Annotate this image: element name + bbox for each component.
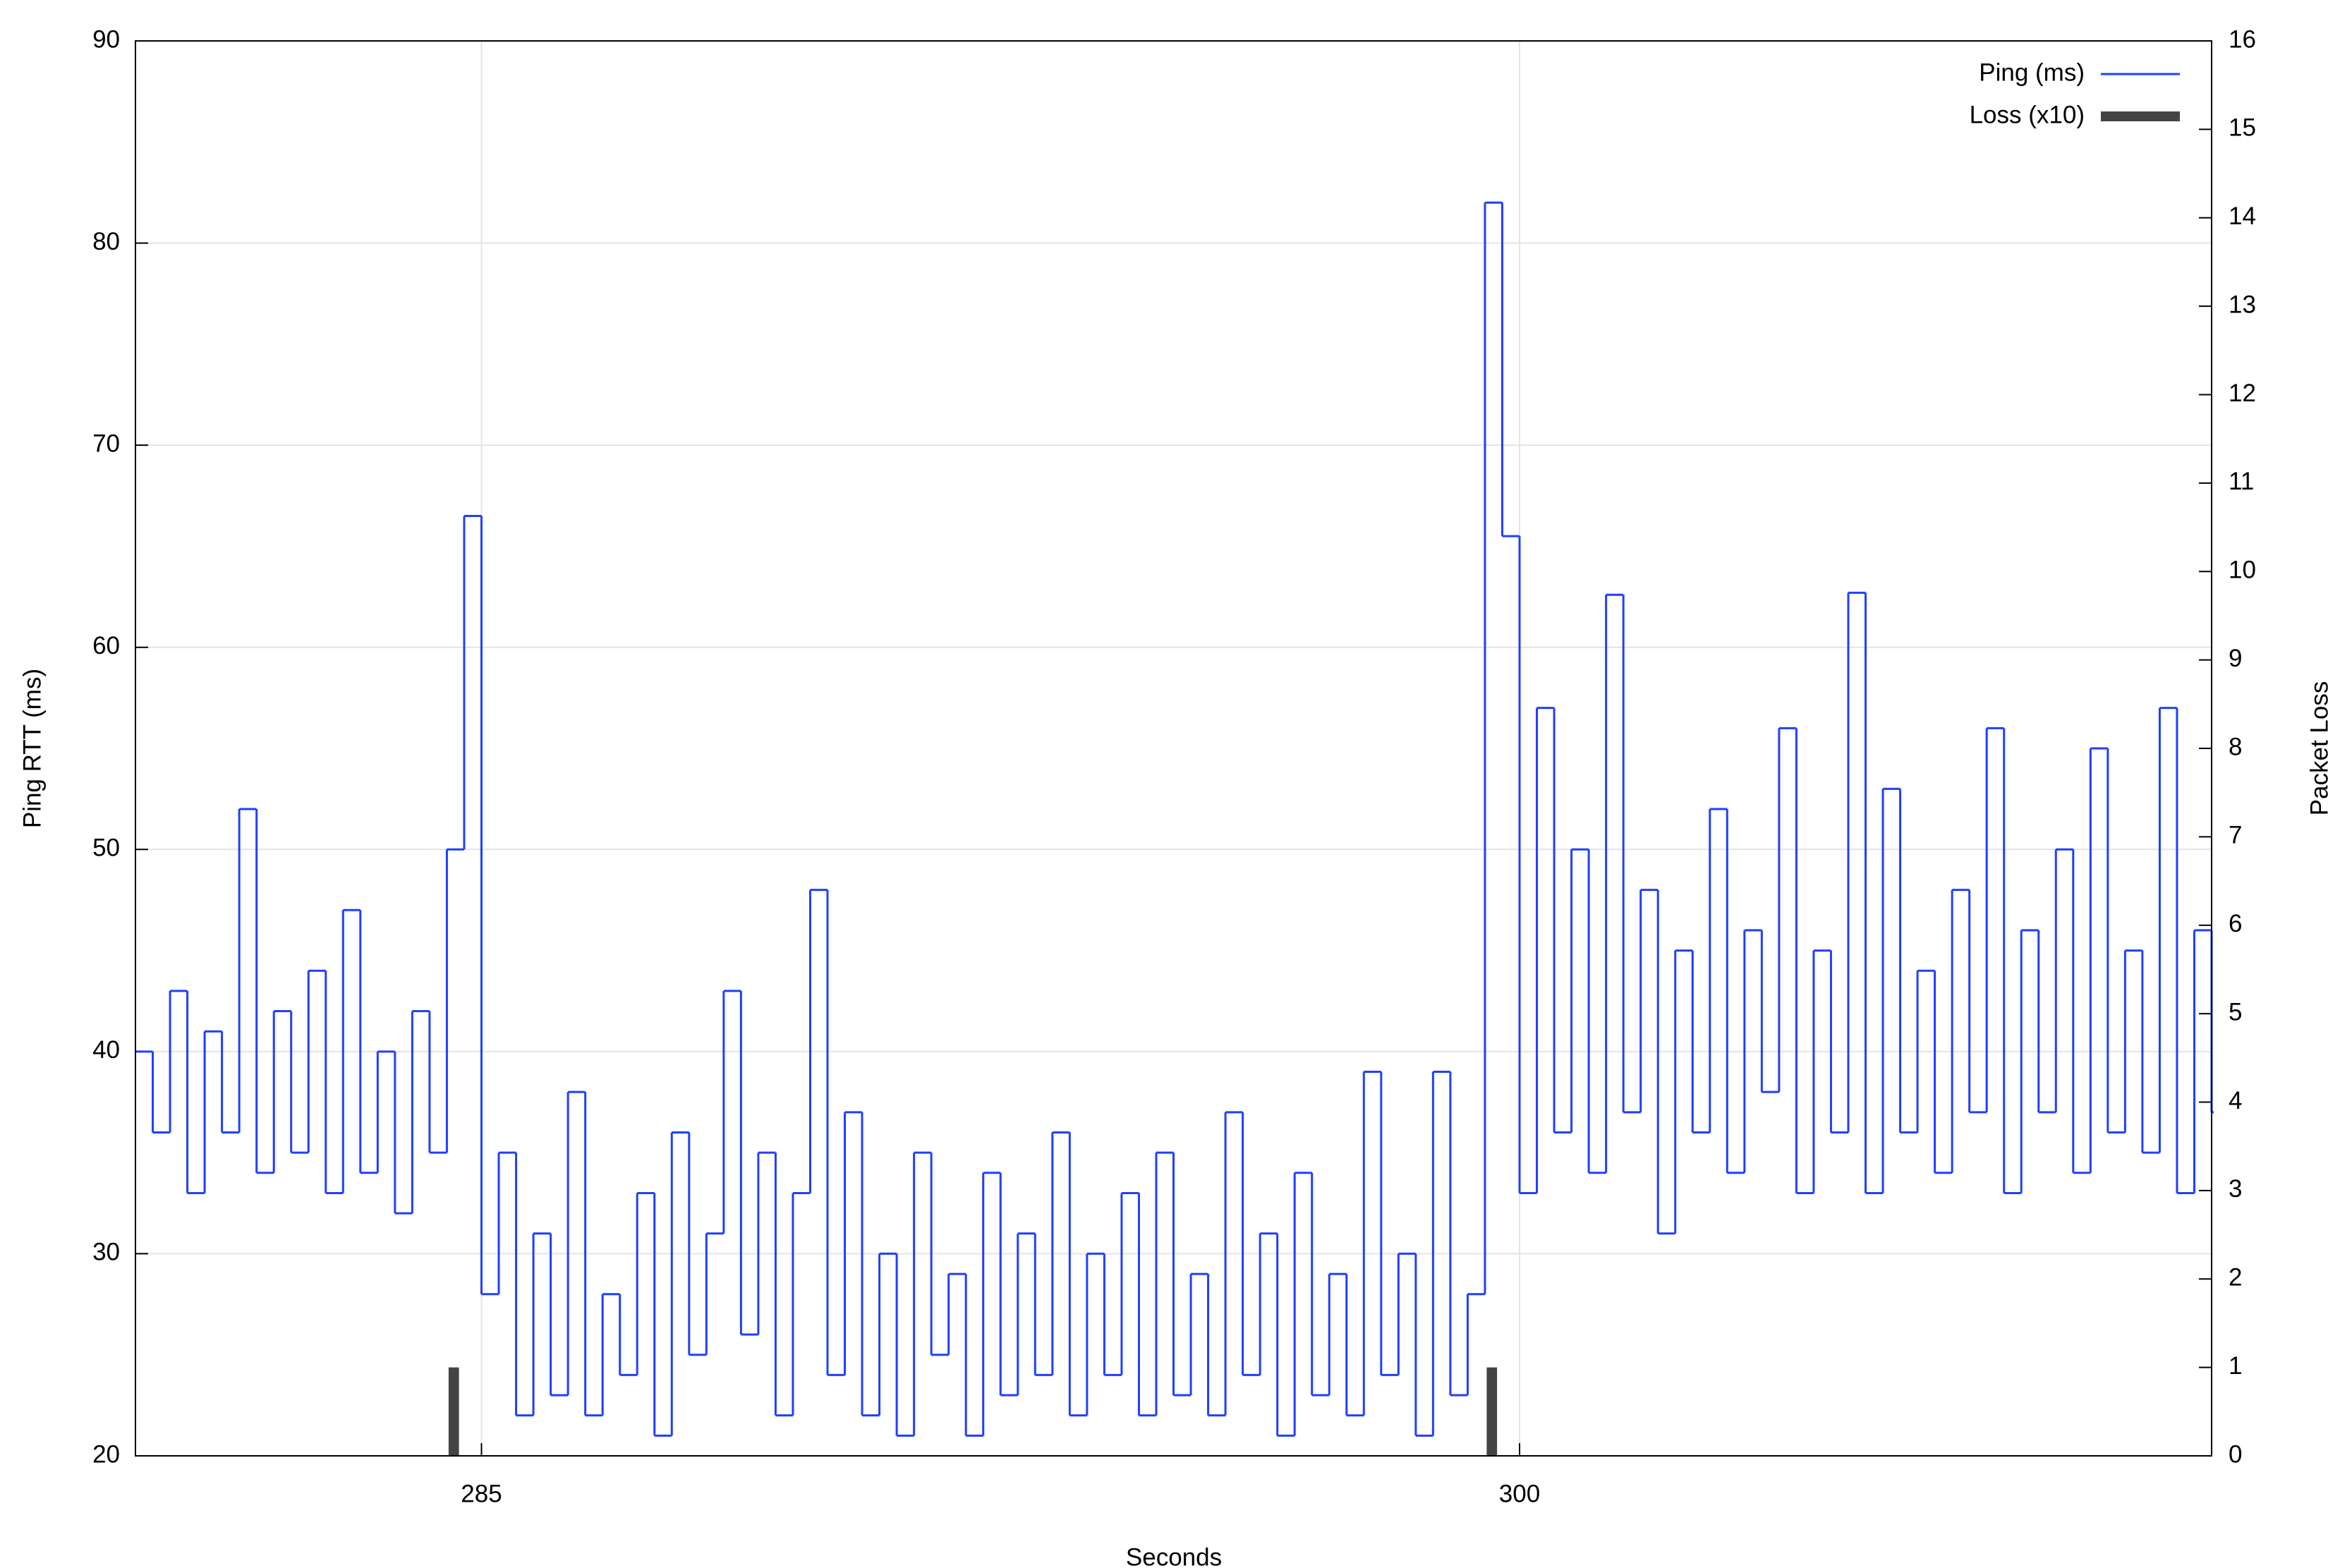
y2-tick-label: 12 <box>2229 379 2256 407</box>
y-tick-label: 30 <box>92 1239 120 1266</box>
y2-tick-label: 6 <box>2229 910 2242 937</box>
plot-frame <box>135 40 2212 1457</box>
x-axis-label: Seconds <box>1126 1543 1222 1568</box>
y2-tick-label: 16 <box>2229 25 2256 53</box>
y2-tick-label: 8 <box>2229 733 2242 760</box>
y2-tick-label: 2 <box>2229 1264 2242 1292</box>
y2-tick-label: 9 <box>2229 645 2242 672</box>
y-tick-label: 40 <box>92 1036 120 1064</box>
legend-label: Ping (ms) <box>1979 59 2085 86</box>
y2-axis-label: Packet Loss <box>2305 681 2333 816</box>
y2-tick-label: 1 <box>2229 1352 2242 1380</box>
y2-tick-label: 4 <box>2229 1087 2242 1114</box>
y-tick-label: 20 <box>92 1440 120 1468</box>
y-tick-label: 50 <box>92 834 120 862</box>
y-tick-label: 90 <box>92 25 120 53</box>
y-tick-label: 60 <box>92 632 120 660</box>
y2-tick-label: 15 <box>2229 114 2256 142</box>
y2-tick-label: 3 <box>2229 1175 2242 1203</box>
y2-tick-label: 5 <box>2229 998 2242 1026</box>
legend-label: Loss (x10) <box>1970 101 2085 128</box>
y2-tick-label: 0 <box>2229 1440 2242 1468</box>
x-tick-label: 300 <box>1499 1480 1540 1507</box>
y2-tick-label: 10 <box>2229 557 2256 584</box>
y-tick-label: 80 <box>92 228 120 255</box>
y2-tick-label: 14 <box>2229 202 2256 230</box>
loss-bar <box>1486 1367 1498 1456</box>
x-tick-label: 285 <box>461 1480 502 1507</box>
y-tick-label: 70 <box>92 430 120 457</box>
y2-tick-label: 13 <box>2229 291 2256 318</box>
y2-tick-label: 7 <box>2229 822 2242 849</box>
y-axis-label: Ping RTT (ms) <box>18 669 46 828</box>
y2-tick-label: 11 <box>2229 468 2254 495</box>
loss-bar <box>448 1367 459 1456</box>
